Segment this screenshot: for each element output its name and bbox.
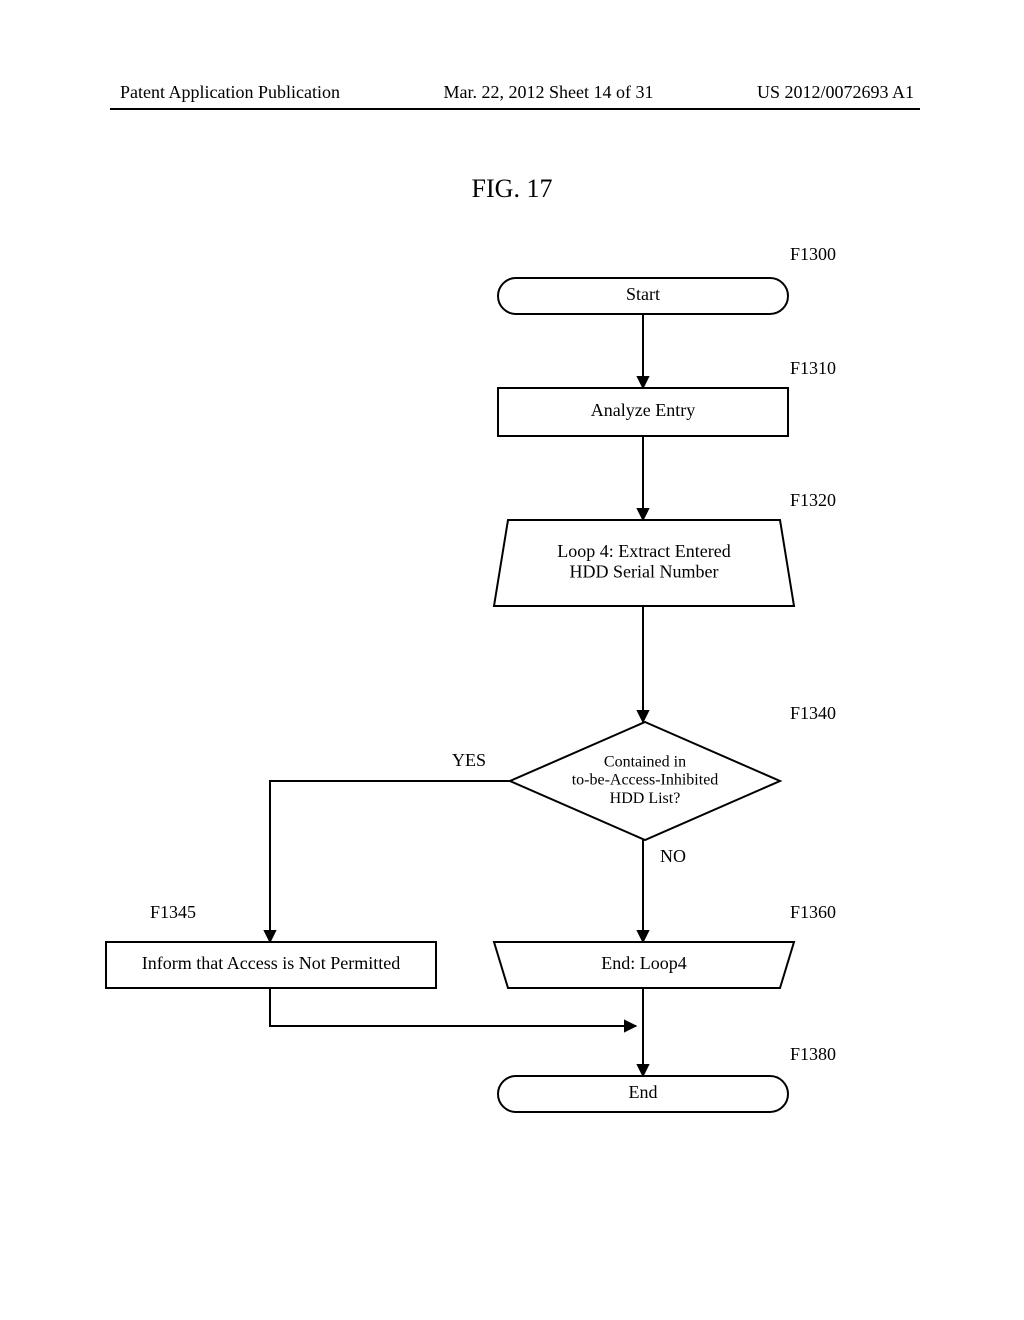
svg-text:YES: YES	[452, 750, 486, 770]
svg-text:to-be-Access-Inhibited: to-be-Access-Inhibited	[572, 772, 719, 789]
svg-text:F1310: F1310	[790, 358, 836, 378]
svg-text:Contained in: Contained in	[604, 753, 686, 770]
svg-text:HDD List?: HDD List?	[610, 790, 681, 807]
svg-text:HDD Serial Number: HDD Serial Number	[570, 561, 719, 581]
svg-text:Loop 4: Extract Entered: Loop 4: Extract Entered	[557, 541, 730, 561]
svg-text:End: Loop4: End: Loop4	[601, 953, 687, 973]
svg-text:F1340: F1340	[790, 703, 836, 723]
svg-text:F1380: F1380	[790, 1044, 836, 1064]
svg-text:F1320: F1320	[790, 490, 836, 510]
svg-text:Analyze Entry: Analyze Entry	[591, 400, 695, 420]
svg-text:Start: Start	[626, 284, 660, 304]
svg-text:NO: NO	[660, 846, 686, 866]
svg-text:F1300: F1300	[790, 244, 836, 264]
flowchart: NO YES Start Analyze Entry Loop 4: Extract E…	[0, 0, 1024, 1320]
svg-text:F1360: F1360	[790, 902, 836, 922]
svg-text:End: End	[629, 1082, 658, 1102]
svg-text:Inform that Access is Not Perm: Inform that Access is Not Permitted	[142, 953, 400, 973]
svg-text:F1345: F1345	[150, 902, 196, 922]
